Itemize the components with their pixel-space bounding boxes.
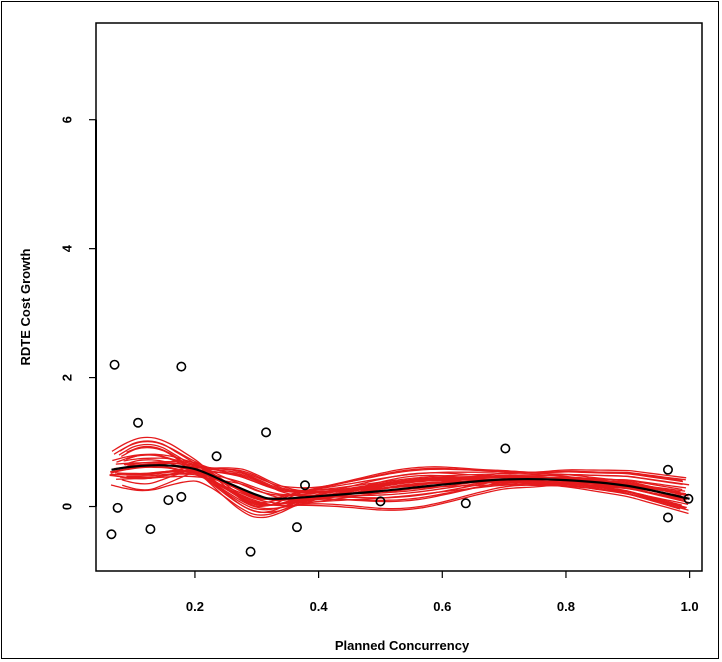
y-axis-label: RDTE Cost Growth (18, 248, 33, 365)
data-point (106, 529, 117, 540)
data-point (145, 524, 156, 535)
data-point (176, 491, 187, 502)
bootstrap-curve (113, 440, 683, 497)
data-point (211, 451, 222, 462)
data-point (133, 417, 144, 428)
bootstrap-curve (125, 454, 689, 515)
data-point (112, 502, 123, 513)
bootstrap-curve (126, 445, 686, 519)
data-point (245, 546, 256, 557)
data-point (176, 361, 187, 372)
x-axis: 0.2 0.4 0.6 0.8 1.0 (186, 571, 699, 614)
data-point (662, 512, 673, 523)
data-point (291, 522, 302, 533)
fit-curve-group (111, 464, 690, 500)
data-point (375, 496, 386, 507)
data-point (300, 480, 311, 491)
x-tick-label: 0.2 (186, 599, 204, 614)
bootstrap-curve (121, 467, 683, 489)
bootstrap-curve (123, 459, 687, 511)
data-point (109, 359, 120, 370)
data-point (500, 443, 511, 454)
x-tick-label: 1.0 (681, 599, 699, 614)
x-axis-label: Planned Concurrency (335, 638, 470, 653)
data-point (683, 493, 694, 504)
bootstrap-curve (109, 466, 682, 511)
data-point (662, 464, 673, 475)
x-tick-label: 0.6 (433, 599, 451, 614)
y-tick-label: 6 (59, 116, 74, 123)
data-point (460, 498, 471, 509)
bootstrap-curve (122, 471, 690, 493)
data-point (261, 427, 272, 438)
x-tick-label: 0.4 (310, 599, 329, 614)
bootstrap-curves (109, 436, 690, 519)
data-points (106, 359, 694, 557)
data-point (163, 495, 174, 506)
y-axis: 0 2 4 6 (59, 116, 97, 510)
bootstrap-curve (120, 472, 686, 509)
y-tick-label: 0 (59, 503, 74, 510)
x-tick-label: 0.8 (557, 599, 575, 614)
bootstrap-curve (115, 460, 687, 500)
y-tick-label: 2 (59, 374, 74, 381)
y-tick-label: 4 (59, 244, 74, 252)
fit-curve (111, 464, 690, 500)
